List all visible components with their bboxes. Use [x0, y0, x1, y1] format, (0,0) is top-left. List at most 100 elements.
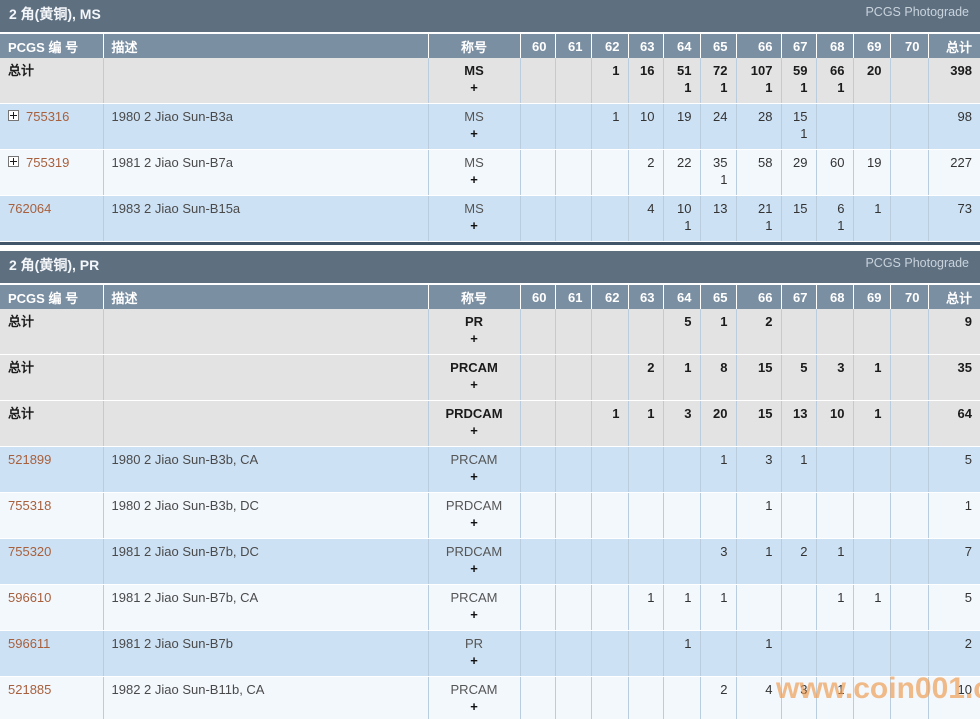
pcgs-number-link[interactable]: 596610 [8, 590, 52, 605]
grade-count-cell [520, 630, 556, 677]
pcgs-number-link[interactable]: 755318 [8, 498, 52, 513]
grade-plus-count: 1 [837, 218, 845, 233]
grade-count-cell [853, 309, 891, 355]
grade-count-cell [853, 538, 891, 585]
grade-count-cell [555, 630, 592, 677]
grade-count-cell: 2 [700, 676, 737, 719]
grade-count-cell: 15 [736, 354, 782, 401]
table-row: 755318 1980 2 Jiao Sun-B3b, DC PRDCAM +1 1 [0, 492, 980, 539]
grade-count: 1 [837, 590, 845, 605]
grade-count: 2 [647, 155, 655, 170]
grade-count: 51 [677, 63, 692, 78]
designation-cell: PRDCAM + [428, 538, 521, 585]
row-total-cell: 5 [928, 446, 980, 493]
pcgs-number-link[interactable]: 755316 [26, 109, 70, 124]
grade-count-cell: 8 [700, 354, 737, 401]
grade-count-cell: 1 [628, 400, 664, 447]
grade-count-cell: 1 [663, 354, 701, 401]
grade-count: 15 [758, 406, 773, 421]
grade-count-cell [700, 492, 737, 539]
pcgs-number-link[interactable]: 755320 [8, 544, 52, 559]
grade-count: 1 [684, 360, 692, 375]
grade-count-cell: 24 [700, 103, 737, 150]
grade-count-cell: 13 [781, 400, 817, 447]
grade-count: 2 [720, 682, 728, 697]
description-cell: 1981 2 Jiao Sun-B7b [103, 630, 429, 677]
grade-count-cell: 59 1 [781, 58, 817, 104]
total-row: 总计 MS +1 16 51 1 72 1 107 1 59 1 66 1 20 398 [0, 58, 980, 104]
designation-cell: PRCAM + [428, 446, 521, 493]
grade-count-cell: 5 [663, 309, 701, 355]
col-header-pcgs-number: PCGS 编 号 [0, 34, 104, 58]
expand-icon[interactable] [8, 110, 19, 121]
pcgs-number-link[interactable]: 596611 [8, 636, 51, 651]
col-header-grade-66: 66 [736, 34, 782, 58]
grade-plus-count: 1 [765, 80, 773, 95]
grade-count-cell [781, 492, 817, 539]
report-section: 2 角(黄铜), PR PCGS Photograde PCGS 编 号描述 称号 60… [0, 251, 980, 719]
grade-count-cell [853, 446, 891, 493]
grade-plus-count: 1 [684, 218, 692, 233]
designation-plus-label: + [470, 423, 478, 438]
description-cell: 1981 2 Jiao Sun-B7b, CA [103, 584, 429, 631]
grade-count-cell [781, 309, 817, 355]
population-table: PCGS 编 号描述 称号 60 61 62 63 64 65 66 67 68 69 70 总计 总计 PR… [0, 285, 980, 719]
grade-plus-count: 1 [837, 80, 845, 95]
section-title: 2 角(黄铜), PR [9, 257, 100, 273]
grade-count: 1 [765, 498, 773, 513]
grade-count-cell [853, 630, 891, 677]
grade-count-cell [520, 538, 556, 585]
grade-count: 66 [830, 63, 845, 78]
grade-count: 2 [647, 360, 655, 375]
designation-cell: MS + [428, 58, 521, 104]
grade-count-cell [591, 354, 629, 401]
grade-count-cell [628, 309, 664, 355]
grade-count: 8 [720, 360, 728, 375]
total-label: 总计 [8, 406, 35, 421]
row-total-cell: 64 [928, 400, 980, 447]
col-header-grade-64: 64 [663, 34, 701, 58]
grade-count-cell [591, 309, 629, 355]
designation-cell: PRCAM + [428, 676, 521, 719]
table-row: 596610 1981 2 Jiao Sun-B7b, CA PRCAM +1 1 1 1 1… [0, 584, 980, 631]
grade-plus-count: 1 [800, 126, 808, 141]
grade-count: 3 [837, 360, 845, 375]
grade-count-cell: 1 [781, 446, 817, 493]
grade-count: 4 [647, 201, 655, 216]
col-header-designation: 称号 [428, 285, 521, 309]
pcgs-number-link[interactable]: 521885 [8, 682, 52, 697]
grade-count-cell [555, 309, 592, 355]
expand-icon[interactable] [8, 156, 19, 167]
grade-count-cell: 1 [591, 58, 629, 104]
grade-count-cell [520, 195, 556, 242]
grade-count-cell [520, 309, 556, 355]
pcgs-number-link[interactable]: 521899 [8, 452, 52, 467]
grade-count-cell [890, 538, 929, 585]
grade-count: 1 [874, 201, 882, 216]
designation-label: PR [464, 636, 484, 651]
grade-count: 4 [765, 682, 773, 697]
row-total-cell: 73 [928, 195, 980, 242]
col-header-total: 总计 [928, 34, 980, 58]
total-label: 总计 [8, 314, 35, 329]
total-label-cell: 总计 [0, 354, 104, 401]
grade-count-cell: 15 1 [781, 103, 817, 150]
description-cell: 1983 2 Jiao Sun-B15a [103, 195, 429, 242]
col-header-grade-69: 69 [853, 285, 891, 309]
total-label-cell: 总计 [0, 58, 104, 104]
designation-cell: MS + [428, 103, 521, 150]
grade-count-cell: 3 [816, 354, 854, 401]
grade-count: 1 [837, 682, 845, 697]
pcgs-number-link[interactable]: 755319 [26, 155, 70, 170]
grade-count-cell [555, 676, 592, 719]
grade-count-cell: 1 [816, 584, 854, 631]
row-total-cell: 5 [928, 584, 980, 631]
grade-count: 19 [677, 109, 692, 124]
grade-count: 5 [684, 314, 692, 329]
pcgs-number-link[interactable]: 762064 [8, 201, 52, 216]
pcgs-number-cell: 755319 [0, 149, 104, 196]
grade-count-cell [736, 584, 782, 631]
grade-count-cell: 19 [853, 149, 891, 196]
grade-count-cell [591, 446, 629, 493]
